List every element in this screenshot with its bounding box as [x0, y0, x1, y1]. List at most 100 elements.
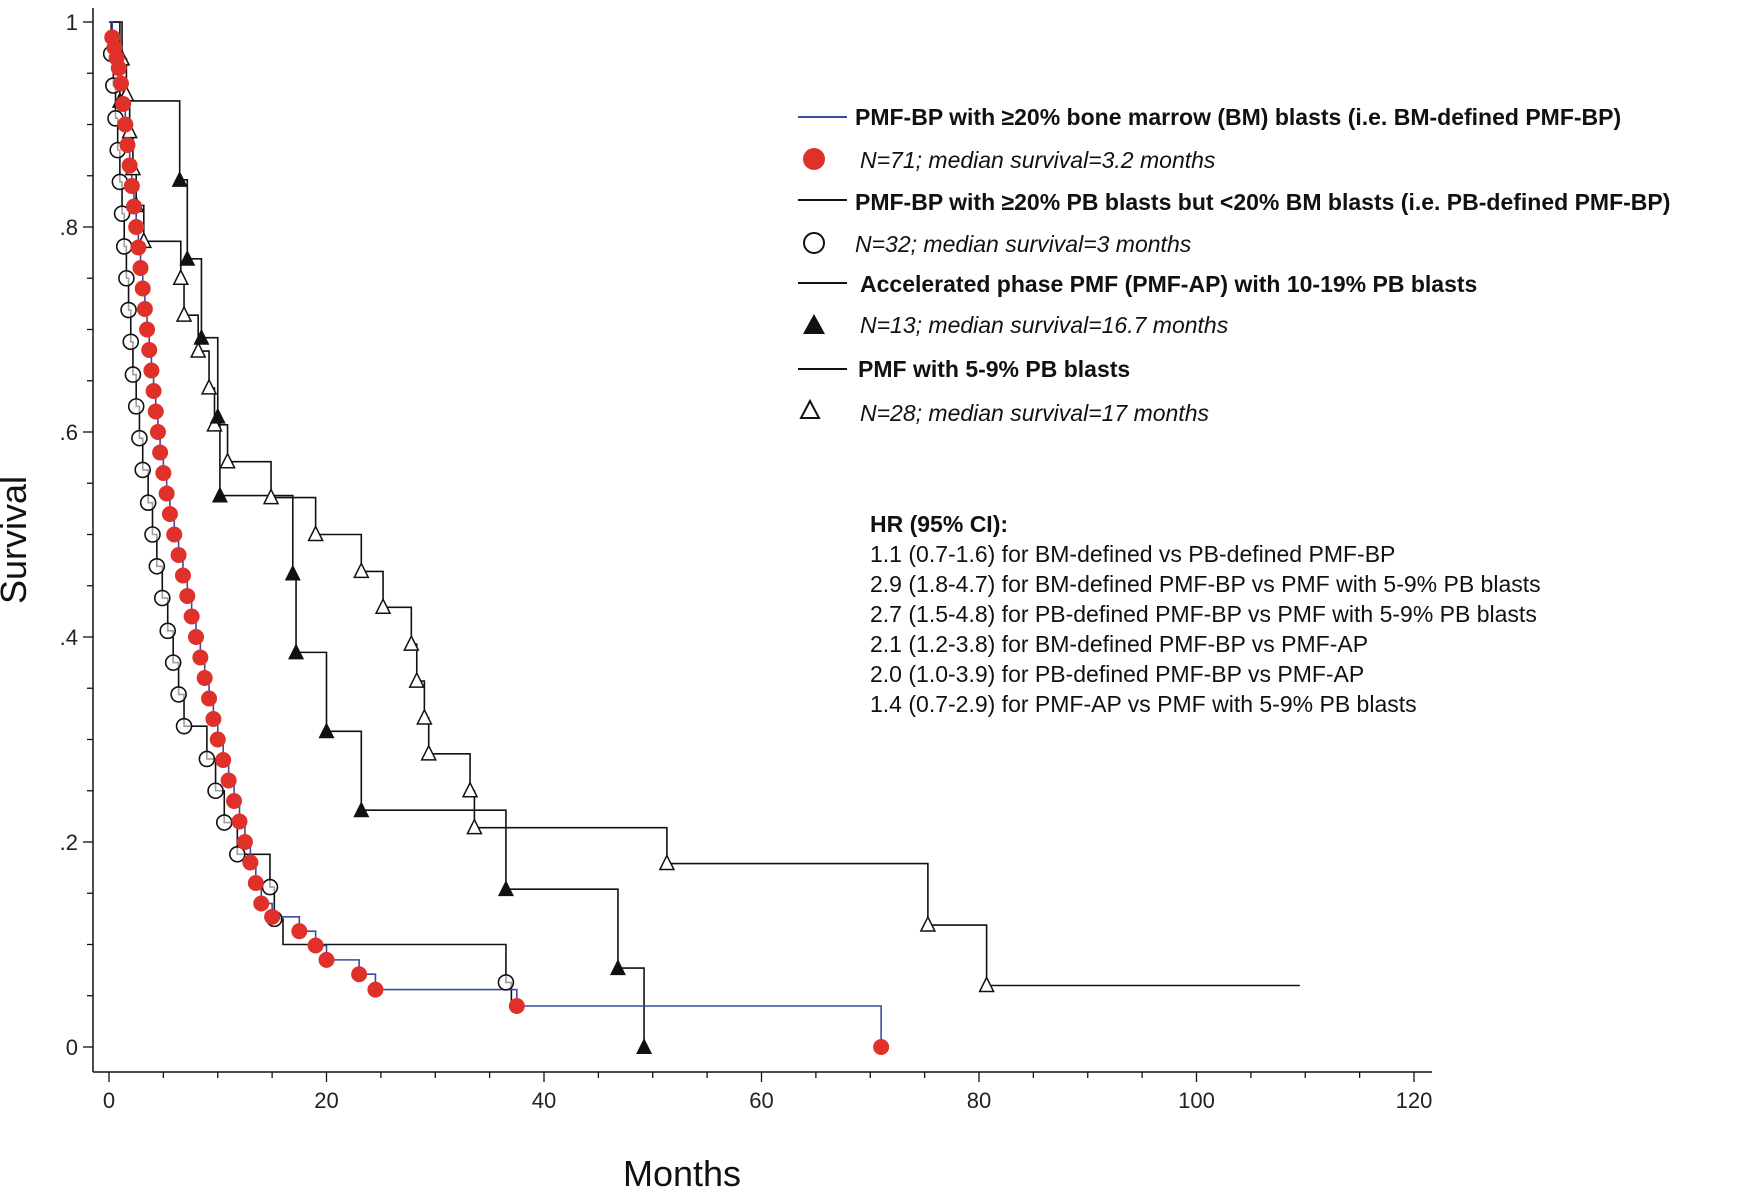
data-point-pb [497, 974, 515, 991]
data-point-59 [307, 524, 324, 542]
data-point-pb [261, 878, 279, 896]
data-point-bm [145, 383, 162, 399]
data-point-ap [497, 880, 514, 897]
data-point-59 [353, 561, 370, 579]
data-point-59 [219, 452, 236, 469]
data-point-pb [198, 750, 216, 768]
data-point-bm [231, 813, 248, 830]
y-tick-label: .8 [60, 215, 78, 240]
data-point-pb [153, 589, 171, 607]
data-point-bm [130, 239, 147, 256]
hr-line: 2.9 (1.8-4.7) for BM-defined PMF-BP vs P… [870, 571, 1541, 597]
data-point-pb [131, 429, 148, 447]
data-point-bm [161, 506, 178, 522]
data-point-bm [247, 875, 264, 891]
y-tick-label: .6 [60, 420, 78, 445]
data-point-ap [171, 170, 188, 187]
data-point-59 [461, 781, 479, 798]
data-point-bm [367, 981, 384, 998]
data-point-59 [408, 671, 425, 688]
data-point-bm [291, 923, 308, 940]
data-point-59 [658, 853, 676, 871]
data-point-bm [508, 998, 525, 1014]
hazard-ratio-annotation: HR (95% CI): 1.1 (0.7-1.6) for BM-define… [870, 511, 1541, 717]
data-point-59 [466, 817, 483, 835]
data-point-pb [159, 622, 177, 640]
data-point-bm [307, 937, 324, 954]
data-point-pb [139, 494, 157, 512]
legend: PMF-BP with ≥20% bone marrow (BM) blasts… [798, 104, 1670, 426]
y-tick-label: 1 [66, 10, 78, 35]
data-point-bm [110, 60, 127, 77]
data-point-bm [132, 260, 149, 276]
data-point-pb [118, 269, 135, 287]
data-point-bm [166, 526, 183, 543]
data-point-pb [144, 526, 161, 543]
axes: 0 20 40 60 80 100 120 0 .2 .4 .6 .8 1 [60, 8, 1432, 1113]
data-point-bm [147, 403, 164, 420]
data-point-59 [189, 341, 207, 358]
data-point-59 [172, 268, 189, 285]
data-point-pb [120, 301, 137, 319]
data-point-59 [420, 744, 437, 761]
data-point-bm [179, 588, 196, 604]
series-lines [109, 21, 1300, 1047]
km-curve-0 [109, 21, 882, 1047]
hr-line: 1.1 (0.7-1.6) for BM-defined vs PB-defin… [870, 541, 1395, 567]
data-point-bm [174, 567, 191, 584]
data-point-bm [152, 444, 169, 461]
data-point-pb [175, 717, 193, 735]
data-point-59 [374, 597, 392, 615]
data-point-bm [253, 895, 270, 912]
data-point-pb [164, 654, 182, 671]
data-point-59 [978, 975, 995, 993]
data-point-59 [200, 378, 218, 395]
data-point-ap [636, 1038, 653, 1054]
data-point-bm [139, 321, 156, 338]
km-curve-2 [109, 21, 645, 1047]
data-point-ap [193, 328, 210, 345]
data-point-bm [112, 75, 129, 92]
hr-title: HR (95% CI): [870, 511, 1008, 537]
hr-line: 2.7 (1.5-4.8) for PB-defined PMF-BP vs P… [870, 601, 1537, 627]
data-point-pb [170, 686, 187, 703]
legend-marker-pb [803, 232, 825, 254]
data-point-bm [115, 96, 132, 112]
data-point-ap [288, 643, 305, 660]
legend-label-bm: PMF-BP with ≥20% bone marrow (BM) blasts… [855, 104, 1621, 130]
y-axis-title: Survival [0, 476, 34, 604]
series-markers [102, 29, 995, 1055]
data-point-bm [196, 670, 213, 686]
data-point-pb [122, 333, 140, 351]
data-point-bm [215, 752, 232, 768]
x-tick-label: 80 [967, 1088, 991, 1113]
data-point-pb [124, 366, 142, 383]
legend-label-59: PMF with 5-9% PB blasts [858, 356, 1130, 382]
data-point-ap [318, 722, 335, 739]
legend-label-ap: Accelerated phase PMF (PMF-AP) with 10-1… [860, 271, 1477, 297]
data-point-pb [207, 782, 224, 800]
data-point-bm [873, 1039, 890, 1055]
legend-marker-bm [803, 148, 825, 170]
data-point-pb [127, 398, 145, 415]
data-point-bm [117, 116, 134, 133]
data-point-bm [183, 608, 200, 625]
data-point-pb [134, 461, 152, 479]
y-tick-label: .4 [60, 625, 78, 650]
y-tick-label: .2 [60, 830, 78, 855]
data-point-bm [155, 465, 172, 481]
data-point-bm [236, 834, 253, 850]
data-point-bm [121, 157, 138, 174]
data-point-bm [242, 854, 259, 871]
data-point-59 [919, 915, 937, 932]
data-point-bm [136, 301, 153, 317]
x-axis-title: Months [623, 1153, 741, 1189]
data-point-ap [609, 959, 626, 976]
data-point-bm [158, 485, 175, 502]
data-point-bm [149, 424, 166, 440]
data-point-bm [126, 198, 143, 215]
data-point-ap [209, 407, 226, 424]
legend-marker-ap [803, 314, 825, 334]
legend-marker-59 [799, 398, 821, 419]
data-point-bm [143, 362, 160, 379]
